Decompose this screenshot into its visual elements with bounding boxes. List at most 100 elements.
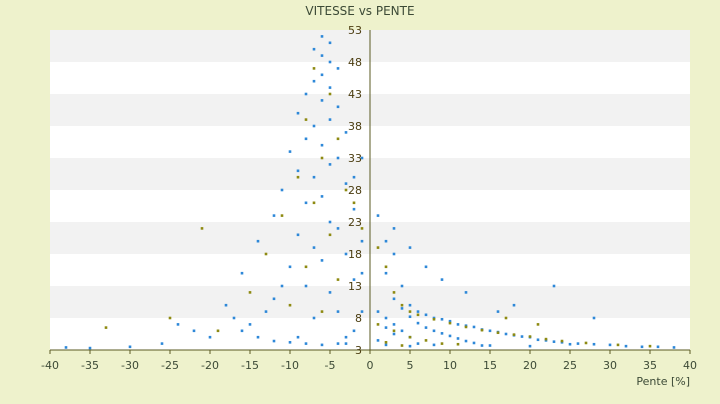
data-point-blue: [312, 175, 316, 179]
data-point-blue: [640, 345, 644, 349]
data-point-blue: [464, 339, 468, 343]
data-point-blue: [504, 332, 508, 336]
data-point-blue: [432, 329, 436, 333]
data-point-blue: [256, 239, 260, 243]
data-point-blue: [64, 346, 68, 349]
x-tick-label: 20: [523, 359, 537, 372]
y-tick-label: 28: [348, 184, 362, 197]
data-point-blue: [392, 332, 396, 336]
x-tick-label: 35: [643, 359, 657, 372]
data-point-blue: [592, 316, 596, 320]
data-point-blue: [328, 163, 332, 166]
data-point-blue: [384, 239, 388, 243]
data-point-blue: [312, 124, 316, 128]
data-point-blue: [312, 79, 316, 83]
data-point-olive: [384, 265, 388, 269]
data-point-blue: [408, 344, 412, 348]
data-point-blue: [552, 284, 556, 288]
x-tick-label: -5: [325, 359, 336, 372]
data-point-blue: [336, 156, 340, 160]
y-tick-label: 48: [348, 56, 362, 69]
y-tick-label: 3: [355, 344, 362, 357]
data-point-olive: [168, 316, 172, 320]
data-point-olive: [480, 328, 484, 332]
x-tick-label: -15: [241, 359, 259, 372]
data-point-blue: [288, 150, 292, 153]
data-point-blue: [320, 259, 324, 262]
data-point-blue: [336, 105, 340, 109]
data-point-blue: [320, 143, 324, 147]
data-point-blue: [488, 344, 492, 347]
data-point-blue: [240, 329, 244, 333]
data-point-blue: [512, 303, 516, 307]
data-point-blue: [424, 265, 428, 269]
data-point-blue: [280, 284, 284, 288]
data-point-blue: [440, 332, 444, 335]
data-point-blue: [360, 239, 364, 243]
data-point-blue: [448, 319, 452, 323]
data-point-blue: [400, 329, 404, 333]
data-point-olive: [200, 227, 204, 230]
data-point-blue: [392, 227, 396, 230]
data-point-blue: [384, 271, 388, 275]
data-point-olive: [264, 252, 268, 256]
data-point-blue: [472, 325, 476, 329]
data-point-olive: [216, 329, 220, 333]
data-point-blue: [352, 175, 356, 179]
data-point-blue: [248, 323, 252, 326]
y-tick-label: 53: [348, 24, 362, 37]
data-point-olive: [320, 156, 324, 160]
data-point-olive: [648, 344, 652, 348]
data-point-blue: [456, 337, 460, 340]
x-tick-label: 0: [367, 359, 374, 372]
data-point-blue: [320, 99, 324, 102]
data-point-blue: [232, 316, 236, 320]
data-points: [64, 35, 676, 350]
x-tick-label: 15: [483, 359, 497, 372]
data-point-blue: [360, 271, 364, 275]
data-point-olive: [408, 335, 412, 339]
data-point-blue: [360, 156, 364, 160]
y-tick-label: 23: [348, 216, 362, 229]
data-point-olive: [400, 344, 404, 347]
data-point-blue: [208, 335, 212, 339]
data-point-blue: [608, 343, 612, 347]
data-point-olive: [512, 333, 516, 336]
data-point-olive: [448, 321, 452, 325]
data-point-blue: [280, 188, 284, 192]
data-point-blue: [344, 131, 348, 134]
data-point-blue: [672, 346, 676, 349]
data-point-blue: [376, 339, 380, 342]
data-point-blue: [272, 297, 276, 301]
data-point-blue: [656, 345, 660, 349]
y-tick-label: 38: [348, 120, 362, 133]
data-point-blue: [424, 326, 428, 329]
data-point-olive: [616, 343, 620, 347]
data-point-blue: [408, 303, 412, 307]
data-point-blue: [336, 67, 340, 70]
x-tick-label: -35: [81, 359, 99, 372]
data-point-blue: [392, 252, 396, 256]
data-point-olive: [560, 339, 564, 343]
data-point-blue: [304, 342, 308, 345]
x-tick-label: -30: [121, 359, 139, 372]
y-tick-label: 8: [355, 312, 362, 325]
data-point-blue: [376, 214, 380, 217]
data-point-blue: [328, 86, 332, 89]
data-point-olive: [456, 342, 460, 346]
data-point-olive: [304, 118, 308, 121]
x-tick-label: -40: [41, 359, 59, 372]
data-point-blue: [400, 284, 404, 288]
data-point-blue: [304, 201, 308, 205]
data-point-blue: [272, 339, 276, 343]
data-point-blue: [344, 182, 348, 185]
data-point-blue: [576, 342, 580, 345]
x-tick-label: -20: [201, 359, 219, 372]
data-point-blue: [344, 342, 348, 345]
data-point-blue: [472, 341, 476, 345]
data-point-blue: [336, 342, 340, 345]
data-point-blue: [400, 307, 404, 310]
data-point-blue: [416, 342, 420, 345]
data-point-olive: [104, 326, 108, 329]
